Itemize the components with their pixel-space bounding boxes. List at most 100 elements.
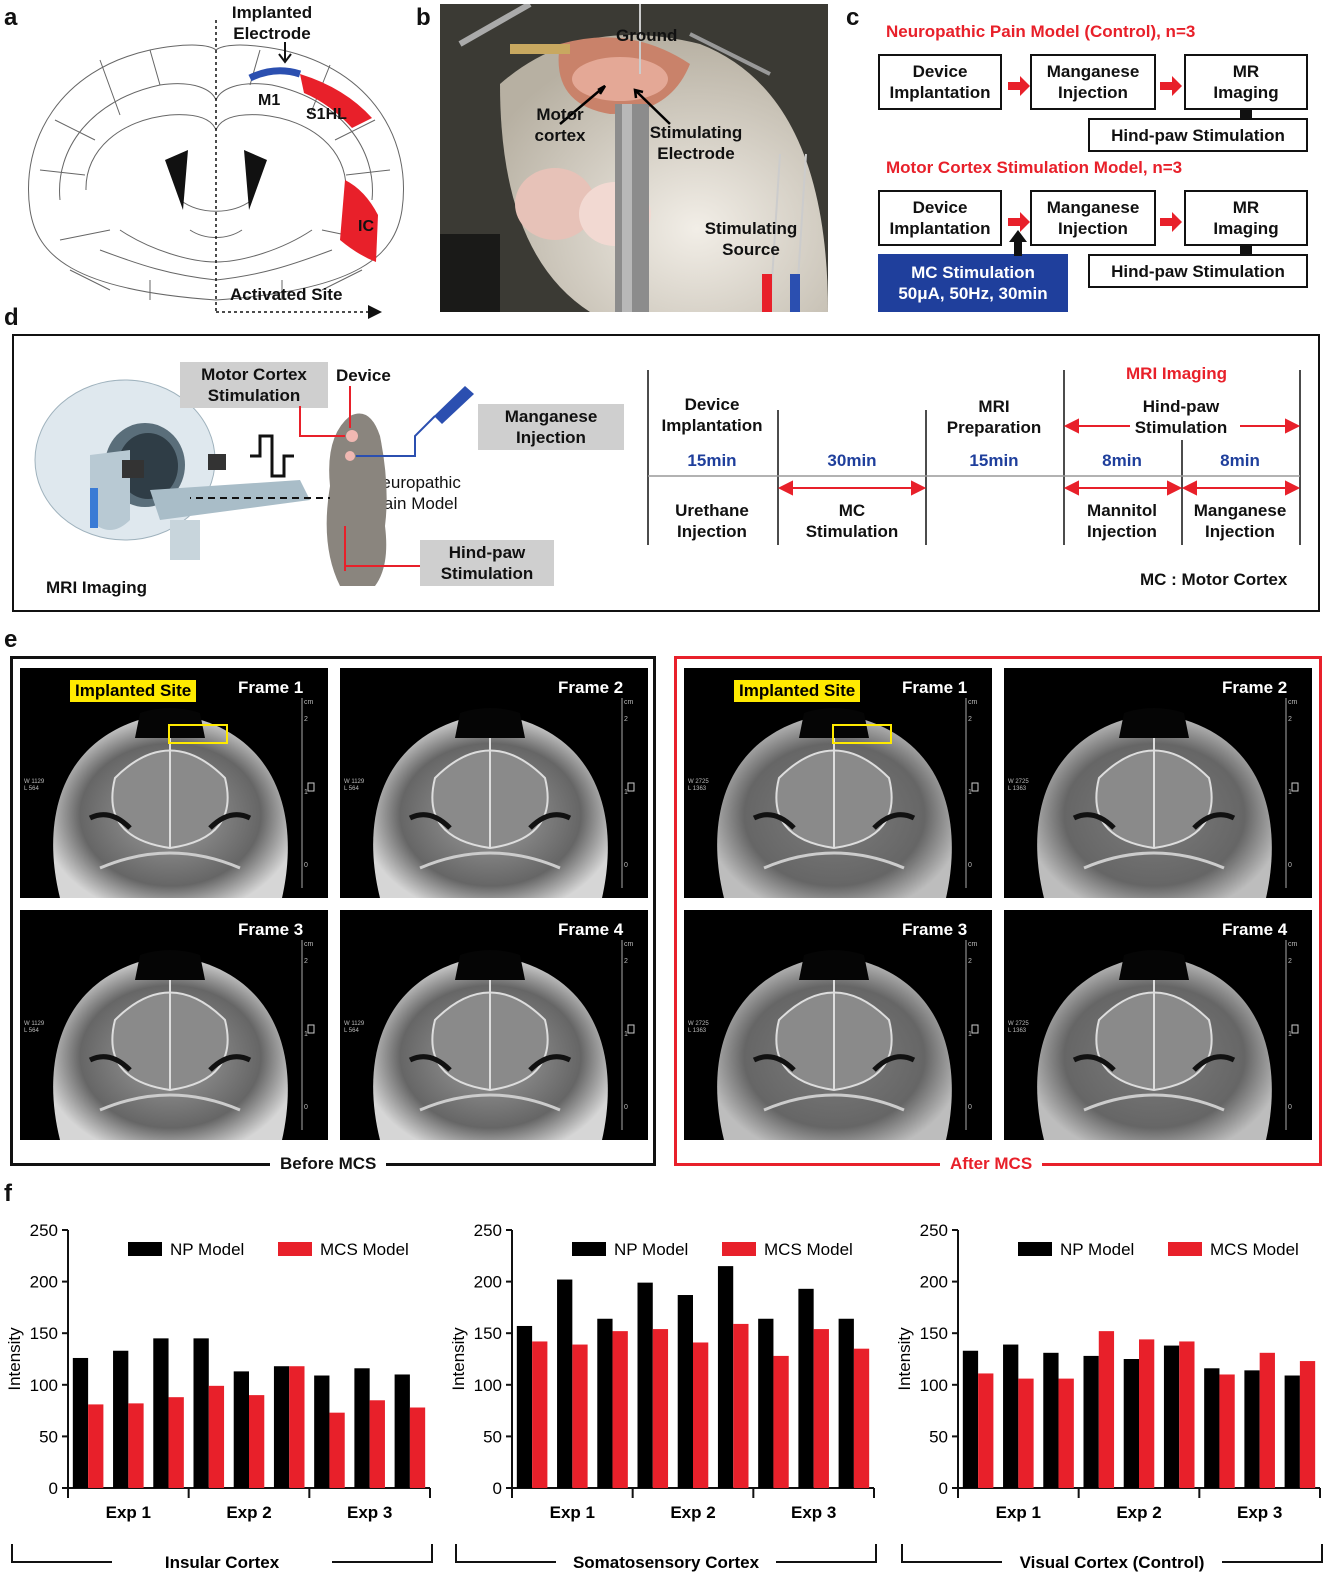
mri-before-wl-4: W 1129 L 564 [344, 1021, 365, 1034]
mri-before-scale-3: cm 2 1 0 [304, 941, 314, 1111]
mri-before-wl-1: W 1129 L 564 [24, 779, 45, 792]
chart-1-bar-1-4 [693, 1342, 709, 1488]
chart-1-bar-0-0 [516, 1325, 533, 1488]
manganese-injection-box-1: Manganese Injection [1030, 54, 1156, 110]
chart-2-bar-1-0 [978, 1373, 994, 1488]
mri-before-scale-1: cm 2 1 0 [304, 699, 314, 869]
implanted-site-box-after [832, 724, 892, 744]
hindpaw-stimulation-box-2: Hind-paw Stimulation [1088, 254, 1308, 288]
chart-1-bar-0-1 [557, 1279, 573, 1488]
mr-imaging-box-1: MR Imaging [1184, 54, 1308, 110]
hindpaw-stimulation-box-1: Hind-paw Stimulation [1088, 118, 1308, 152]
mri-before-frame-1 [20, 668, 328, 898]
device-label: Device [336, 366, 391, 385]
chart-0-bar-0-1 [113, 1350, 129, 1488]
flow-arrows-right [1160, 76, 1182, 232]
chart-0-bar-1-7 [369, 1400, 385, 1488]
m1-label: M1 [258, 92, 281, 109]
timeline-duration-2: 15min [969, 451, 1019, 470]
panel-label-c: c [846, 4, 860, 31]
chart-0-bar-0-7 [354, 1368, 370, 1488]
chart-1-region-bg [556, 1550, 776, 1574]
chart-1-bar-1-3 [652, 1329, 669, 1488]
mri-before-frame-label-2: Frame 2 [558, 678, 624, 697]
implanted-site-label-after: Implanted Site [734, 680, 861, 702]
chart-0-bar-1-6 [329, 1412, 345, 1488]
chart-1-ytick-label-3: 150 [474, 1324, 502, 1343]
chart-1-group-label-1: Exp 2 [670, 1503, 715, 1522]
chart-1-bar-0-8 [838, 1318, 854, 1488]
implanted-electrode-label: Implanted Electrode [231, 3, 313, 43]
mri-after-scale-4: cm 2 1 0 [1288, 941, 1298, 1111]
chart-1-legend-swatch-0 [572, 1242, 606, 1256]
chart-0-legend-swatch-0 [128, 1242, 162, 1256]
mri-before-scale-4: cm 2 1 0 [624, 941, 634, 1111]
chart-1-region-label: Somatosensory Cortex [573, 1553, 760, 1572]
chart-2-bar-0-4 [1123, 1359, 1139, 1488]
mr-imaging-box-2: MR Imaging [1184, 190, 1308, 246]
chart-2-bar-1-5 [1179, 1341, 1195, 1488]
ground-label: Ground [616, 26, 678, 45]
chart-2-bar-1-3 [1098, 1331, 1115, 1488]
chart-1-bar-0-4 [677, 1295, 693, 1488]
timeline-drawing [647, 370, 1301, 545]
chart-2-legend-label-0: NP Model [1060, 1240, 1134, 1259]
implanted-site-box-before [168, 724, 228, 744]
chart-1-bar-0-3 [637, 1282, 653, 1488]
chart-2-group-label-2: Exp 3 [1237, 1503, 1282, 1522]
stimulating-source-label: Stimulating Source [704, 219, 798, 259]
chart-2-ylabel: Intensity [895, 1327, 914, 1391]
protocol-frame [12, 334, 1320, 612]
flow-arrows-left [1008, 76, 1030, 256]
chart-0-bar-1-8 [409, 1407, 426, 1488]
chart-1-bar-1-0 [532, 1341, 548, 1488]
timeline-duration-3: 8min [1102, 451, 1142, 470]
mri-after-scale-1: cm 2 1 0 [968, 699, 978, 869]
chart-1-bar-1-1 [572, 1344, 588, 1488]
chart-0-bar-1-0 [88, 1404, 104, 1488]
chart-1-legend-label-1: MCS Model [764, 1240, 853, 1259]
mri-before-frame-label-3: Frame 3 [238, 920, 304, 939]
mri-after-frame-label-4: Frame 4 [1222, 920, 1288, 939]
chart-0-bar-1-3 [208, 1385, 225, 1488]
chart-0-legend-label-0: NP Model [170, 1240, 244, 1259]
mri-before-frame-3 [20, 910, 328, 1140]
chart-2-region-bg [1002, 1550, 1222, 1574]
timeline-bottom-0: Urethane Injection [675, 501, 749, 541]
chart-1-bar-0-2 [597, 1318, 613, 1488]
chart-2-ytick-label-5: 250 [920, 1221, 948, 1240]
chart-0-bar-0-4 [233, 1371, 249, 1488]
timeline-footnote: MC : Motor Cortex [1140, 570, 1288, 589]
chart-2-ytick-label-1: 50 [929, 1427, 948, 1446]
mri-before-wl-3: W 1129 L 564 [24, 1021, 45, 1034]
s1hl-region [300, 74, 372, 128]
mri-before-frame-4 [340, 910, 648, 1140]
chart-0-bar-0-2 [153, 1338, 169, 1488]
chart-0-ytick-label-1: 50 [39, 1427, 58, 1446]
before-mcs-caption: Before MCS [270, 1154, 387, 1174]
chart-1-legend-label-0: NP Model [614, 1240, 688, 1259]
panel-label-f: f [4, 1180, 12, 1207]
timeline-top-2: MRI Preparation [946, 397, 1042, 437]
chart-2-bar-1-6 [1219, 1374, 1235, 1488]
chart-2-bar-0-7 [1244, 1370, 1260, 1488]
chart-1-group-label-2: Exp 3 [791, 1503, 836, 1522]
chart-2-bar-1-8 [1299, 1361, 1316, 1488]
timeline-bottom-3: Mannitol Injection [1087, 501, 1157, 541]
s1hl-label: S1HL [306, 106, 347, 123]
chart-2-bar-0-6 [1204, 1368, 1220, 1488]
chart-2-legend-swatch-1 [1168, 1242, 1202, 1256]
chart-1-bar-0-6 [758, 1318, 774, 1488]
chart-2-bar-0-8 [1284, 1375, 1300, 1488]
mri-after-frame-1 [684, 668, 992, 898]
panel-label-e: e [4, 626, 18, 653]
chart-2-bar-0-1 [1003, 1344, 1019, 1488]
mri-after-frame-3 [684, 910, 992, 1140]
mri-after-frame-2 [1004, 668, 1312, 898]
chart-1-ytick-label-0: 0 [493, 1479, 502, 1498]
rat-setup-drawing [190, 386, 474, 586]
chart-2-bar-0-3 [1083, 1355, 1099, 1488]
brain-atlas-drawing [28, 20, 404, 319]
chart-0-bar-0-5 [273, 1366, 290, 1488]
chart-0-bar-1-1 [128, 1403, 144, 1488]
